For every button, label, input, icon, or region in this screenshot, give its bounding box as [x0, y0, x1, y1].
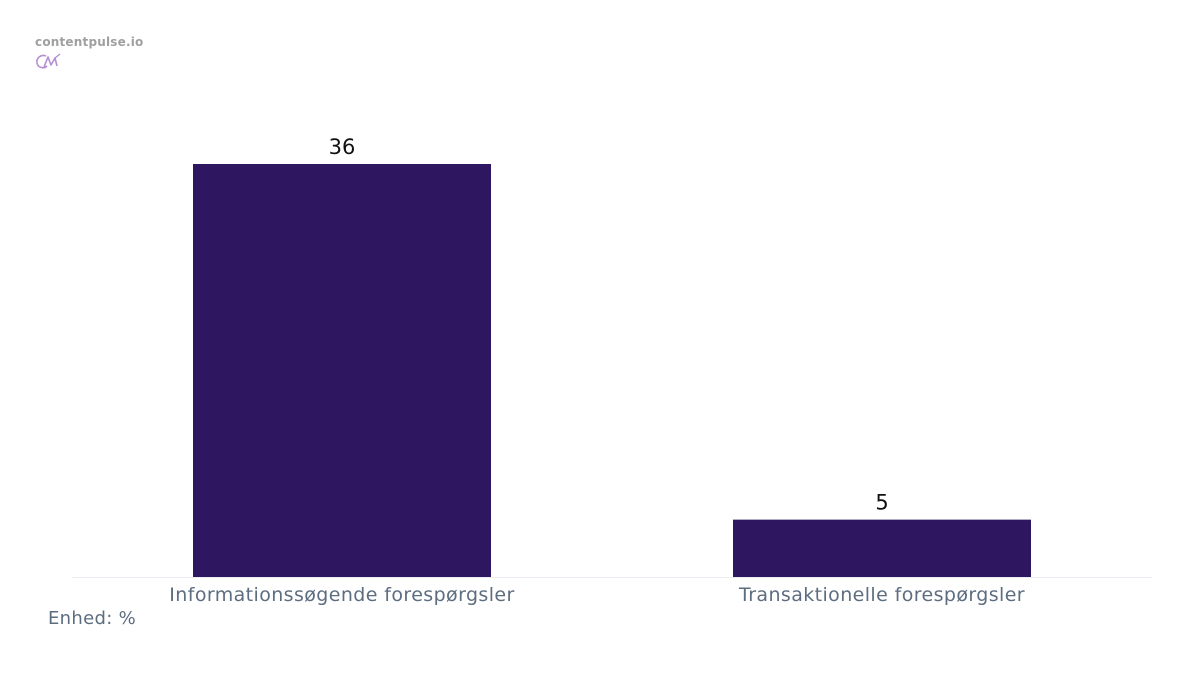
bar-value-label: 5	[875, 491, 888, 515]
unit-label: Enhed: %	[48, 608, 136, 629]
bar-value-label: 36	[329, 135, 356, 159]
bar	[733, 519, 1031, 577]
brand-name: contentpulse.io	[35, 35, 144, 49]
x-tick-label: Informationssøgende forespørgsler	[169, 584, 514, 606]
x-tick-label: Transaktionelle forespørgsler	[738, 584, 1025, 606]
bar	[193, 164, 491, 577]
cp-logo-icon	[36, 53, 61, 69]
brand: contentpulse.io	[35, 35, 144, 72]
